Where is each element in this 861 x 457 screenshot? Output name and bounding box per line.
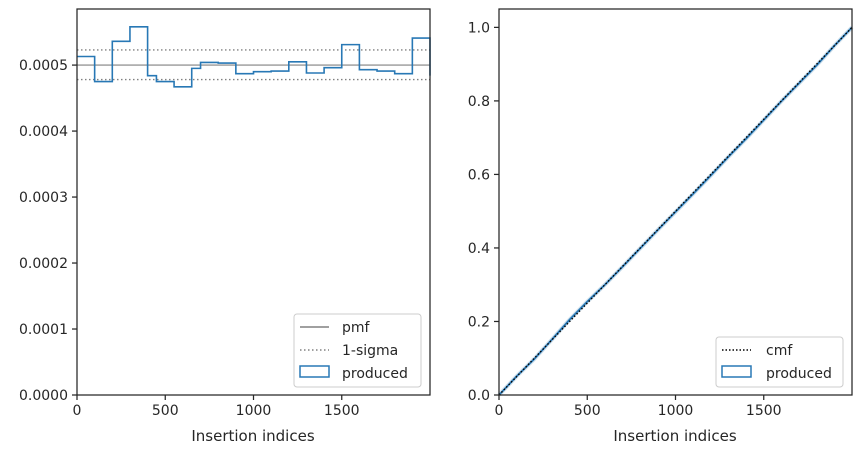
x-tick-label: 500 xyxy=(152,403,179,419)
right-x-axis-title: Insertion indices xyxy=(613,427,736,445)
y-tick-label: 0.0004 xyxy=(19,124,68,140)
y-tick-label: 0.4 xyxy=(468,241,490,257)
y-tick-label: 0.0000 xyxy=(19,388,68,404)
right-ticks: 0 500 1000 1500 0.0 0.2 0.4 0.6 0.8 1.0 xyxy=(468,20,782,419)
x-tick-label: 1500 xyxy=(324,403,360,419)
y-tick-label: 0.2 xyxy=(468,314,490,330)
legend-1sigma-label: 1-sigma xyxy=(342,343,398,359)
produced-histogram-step xyxy=(77,26,431,88)
legend-cmf-label: cmf xyxy=(766,343,793,359)
left-plot-marks xyxy=(77,26,431,88)
y-tick-label: 0.0002 xyxy=(19,256,68,272)
x-tick-label: 1000 xyxy=(658,403,694,419)
left-x-axis-title: Insertion indices xyxy=(191,427,314,445)
legend-pmf-label: pmf xyxy=(342,320,371,336)
left-legend: pmf 1-sigma produced xyxy=(293,313,422,388)
y-tick-label: 0.0001 xyxy=(19,322,68,338)
x-tick-label: 500 xyxy=(574,403,601,419)
left-legend-box xyxy=(293,313,422,388)
x-tick-label: 1500 xyxy=(746,403,782,419)
y-tick-label: 0.6 xyxy=(468,167,490,183)
pmf-histogram-chart: 0 500 1000 1500 0.0000 0.0001 0.0002 0.0003 0.00… xyxy=(19,8,431,445)
y-tick-label: 0.0 xyxy=(468,388,490,404)
y-tick-label: 0.0003 xyxy=(19,190,68,206)
legend-produced-label: produced xyxy=(342,366,408,382)
cmf-chart: 0 500 1000 1500 0.0 0.2 0.4 0.6 0.8 1.0 Insertion… xyxy=(468,8,854,445)
y-tick-label: 0.0005 xyxy=(19,58,68,74)
legend-produced-label-right: produced xyxy=(766,366,832,382)
left-ticks: 0 500 1000 1500 0.0000 0.0001 0.0002 0.0003 0.00… xyxy=(19,58,360,419)
y-tick-label: 1.0 xyxy=(468,20,490,36)
cmf-line xyxy=(498,26,853,396)
legend-produced-swatch xyxy=(299,365,330,378)
y-tick-label: 0.8 xyxy=(468,94,490,110)
x-tick-label: 0 xyxy=(495,403,504,419)
x-tick-label: 0 xyxy=(73,403,82,419)
legend-produced-swatch-right xyxy=(721,365,752,378)
right-plot-marks xyxy=(497,25,854,397)
x-tick-label: 1000 xyxy=(236,403,272,419)
right-legend: cmf produced xyxy=(715,336,844,388)
